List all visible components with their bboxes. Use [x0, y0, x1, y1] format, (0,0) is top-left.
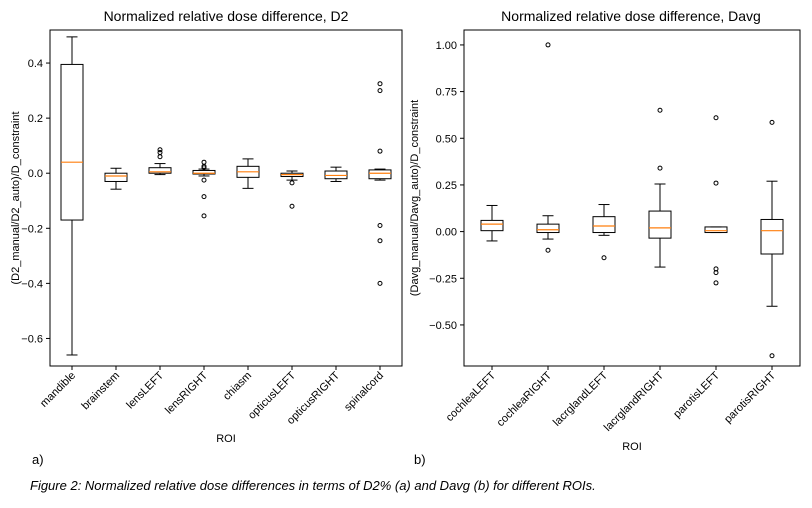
iqr-box [704, 226, 728, 234]
outlier-point [545, 42, 551, 48]
outlier-point [289, 180, 295, 186]
outlier-point [157, 154, 163, 160]
panel-a-boxes [60, 36, 392, 356]
iqr-box [536, 223, 560, 234]
y-tick-label: 0.25 [436, 180, 457, 192]
panel-b-xlabel: ROI [622, 441, 642, 453]
outlier-point [657, 107, 663, 113]
panel-a-ylabel: (D2_manual/D2_auto)/D_constraint [10, 111, 22, 284]
y-tick-label: 0.2 [28, 113, 43, 125]
x-tick-label: mandible [38, 370, 78, 410]
outlier-point [201, 165, 207, 171]
outlier-point [201, 194, 207, 200]
iqr-box [648, 210, 672, 239]
panel-b-label: b) [414, 452, 426, 467]
outlier-point [377, 81, 383, 87]
box-lensRIGHT [192, 159, 216, 219]
x-tick-label: lacrglandLEFT [551, 369, 610, 428]
iqr-box [368, 169, 392, 180]
panel-b: Normalized relative dose difference, Dav… [409, 8, 801, 453]
box-lacrglandLEFT [592, 204, 616, 261]
box-opticusRIGHT [324, 166, 348, 182]
x-tick-label: lacrglandRIGHT [602, 369, 666, 433]
outlier-point [157, 147, 163, 153]
panel-a-label: a) [32, 452, 44, 467]
outlier-point [545, 247, 551, 253]
panel-b-plot-area [463, 29, 801, 367]
outlier-point [377, 280, 383, 286]
iqr-box [760, 218, 784, 255]
x-tick-label: cochleaLEFT [444, 369, 499, 424]
box-spinalcord [368, 81, 392, 286]
box-mandible [60, 36, 84, 356]
panel-a-xlabel: ROI [216, 433, 236, 445]
outlier-point [289, 203, 295, 209]
panel-a-y-axis: −0.6 −0.4 −0.2 0.0 0.2 0.4 [21, 58, 50, 345]
y-tick-label: 0.75 [436, 87, 457, 99]
panel-a-title: Normalized relative dose difference, D2 [104, 8, 349, 24]
iqr-box [148, 167, 172, 174]
outlier-point [157, 150, 163, 156]
box-parotisRIGHT [760, 119, 784, 359]
x-tick-label: chiasm [221, 370, 254, 403]
outlier-point [377, 223, 383, 229]
x-tick-label: brainstem [79, 370, 122, 413]
panel-b-title: Normalized relative dose difference, Dav… [501, 8, 761, 24]
outlier-point [377, 238, 383, 244]
y-tick-label: 0.00 [436, 227, 457, 239]
outlier-point [713, 270, 719, 276]
x-tick-label: lensRIGHT [163, 369, 210, 416]
outlier-point [201, 213, 207, 219]
panel-b-x-axis: cochleaLEFTcochleaRIGHTlacrglandLEFTlacr… [444, 366, 778, 434]
y-tick-label: −0.25 [429, 273, 457, 285]
outlier-point [769, 119, 775, 125]
panel-b-y-axis: −0.50 −0.25 0.00 0.25 0.50 0.75 1.00 [429, 40, 464, 332]
x-tick-label: lensLEFT [124, 369, 166, 411]
y-tick-label: −0.4 [21, 278, 43, 290]
box-brainstem [104, 167, 128, 190]
panel-b-boxes [480, 42, 784, 359]
iqr-box [592, 216, 616, 234]
box-lensLEFT [148, 147, 172, 176]
panel-b-ylabel: (Davg_manual/Davg_auto)/D_constraint [409, 100, 421, 296]
y-tick-label: 0.50 [436, 133, 457, 145]
iqr-box [104, 172, 128, 182]
y-tick-label: 1.00 [436, 40, 457, 52]
outlier-point [713, 280, 719, 286]
box-parotisLEFT [704, 115, 728, 286]
x-tick-label: parotisLEFT [671, 369, 722, 420]
panel-a-plot-area [49, 29, 403, 367]
outlier-point [713, 115, 719, 121]
outlier-point [713, 180, 719, 186]
outlier-point [201, 159, 207, 165]
box-chiasm [236, 158, 260, 189]
iqr-box [60, 63, 84, 221]
outlier-point [769, 353, 775, 359]
outlier-point [601, 255, 607, 261]
y-tick-label: −0.6 [21, 333, 43, 345]
box-lacrglandRIGHT [648, 107, 672, 268]
outlier-point [377, 148, 383, 154]
y-tick-label: −0.50 [429, 320, 457, 332]
panel-a: Normalized relative dose difference, D2 … [10, 8, 403, 445]
box-cochleaLEFT [480, 204, 504, 242]
box-opticusLEFT [280, 170, 304, 209]
box-cochleaRIGHT [536, 42, 560, 253]
y-tick-label: 0.0 [28, 168, 43, 180]
outlier-point [377, 88, 383, 94]
x-tick-label: cochleaRIGHT [495, 369, 555, 429]
iqr-box [480, 219, 504, 232]
iqr-box [192, 169, 216, 175]
outlier-point [201, 177, 207, 183]
outlier-point [657, 165, 663, 171]
x-tick-label: parotisRIGHT [722, 369, 778, 425]
x-tick-label: spinalcord [342, 370, 386, 414]
y-tick-label: 0.4 [28, 58, 43, 70]
figure-caption: Figure 2: Normalized relative dose diffe… [30, 478, 596, 493]
y-tick-label: −0.2 [21, 223, 43, 235]
